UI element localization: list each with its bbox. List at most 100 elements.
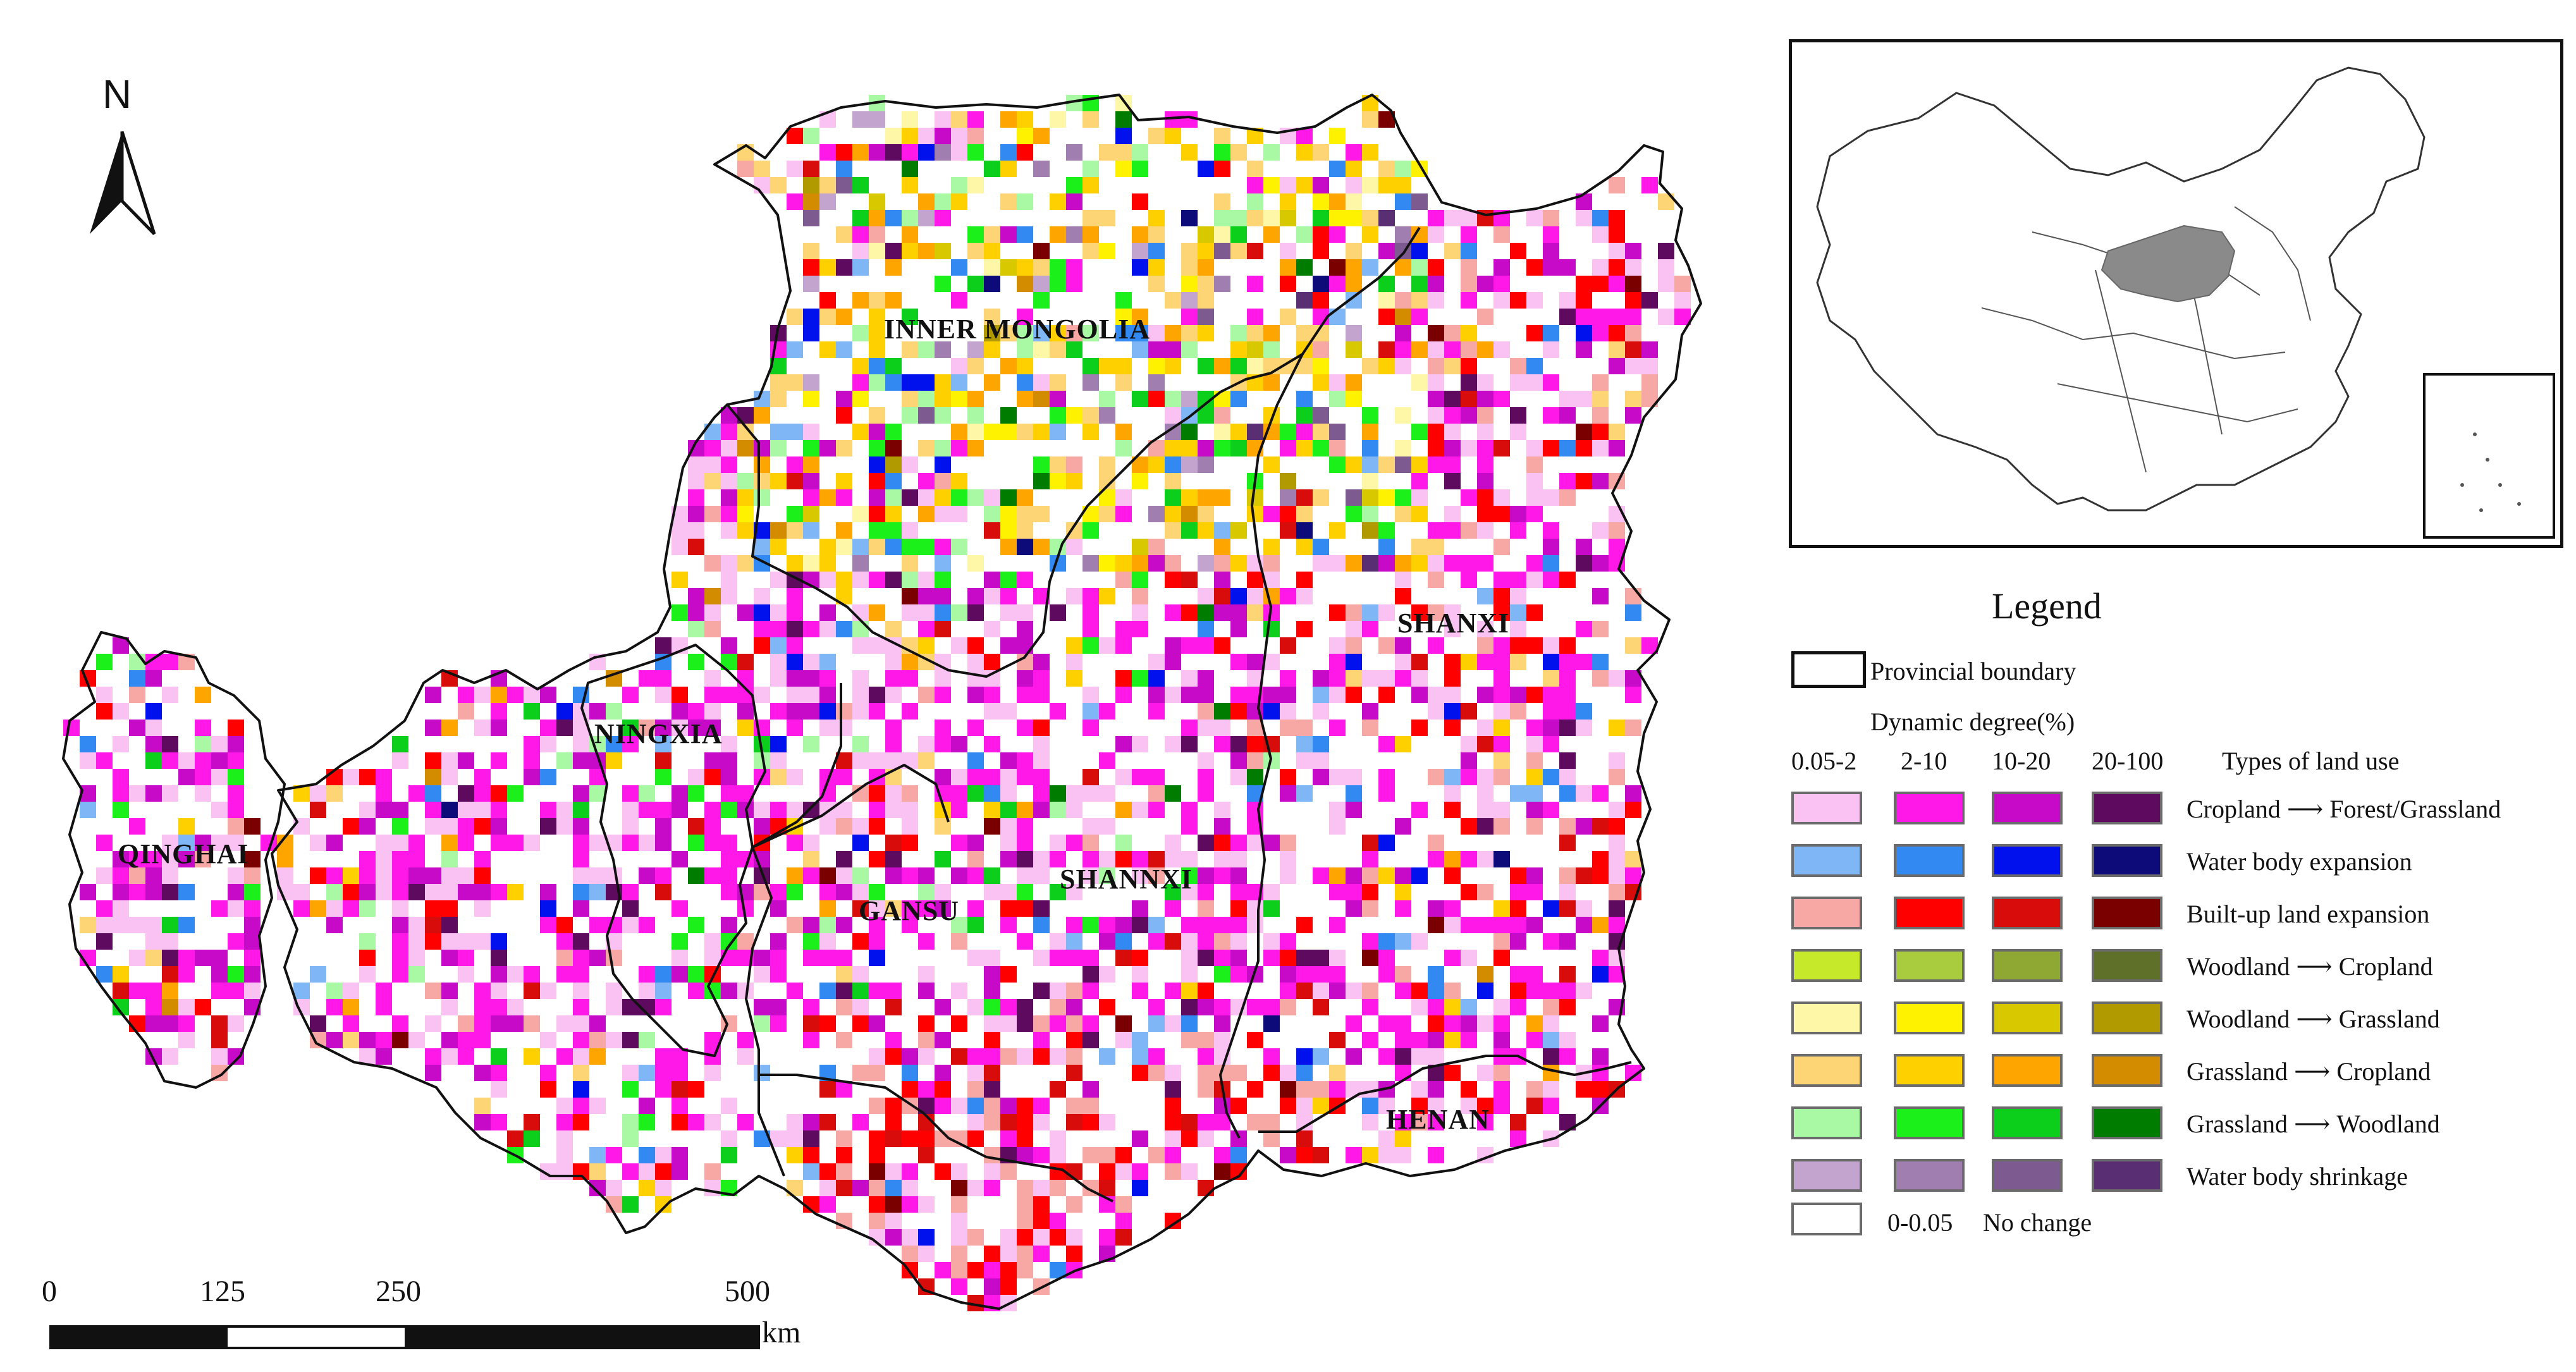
raster-cell xyxy=(1198,933,1214,950)
raster-cell xyxy=(1000,851,1017,867)
raster-cell xyxy=(902,670,918,687)
raster-cell xyxy=(1411,473,1428,489)
raster-cell xyxy=(935,1081,951,1098)
raster-cell xyxy=(491,703,507,720)
raster-cell xyxy=(1444,1065,1461,1081)
raster-cell xyxy=(1181,1015,1198,1032)
woodland-to-cropland-to: Cropland xyxy=(2338,952,2433,981)
raster-cell xyxy=(1641,292,1658,309)
raster-cell xyxy=(902,1065,918,1081)
raster-cell xyxy=(951,1098,967,1114)
raster-cell xyxy=(935,489,951,506)
raster-cell xyxy=(96,917,113,933)
raster-cell xyxy=(836,769,852,785)
raster-cell xyxy=(1493,489,1510,506)
raster-cell xyxy=(918,588,935,604)
raster-cell xyxy=(1625,325,1641,341)
raster-cell xyxy=(1313,177,1329,193)
raster-cell xyxy=(869,358,885,374)
raster-cell xyxy=(556,966,573,983)
raster-cell xyxy=(1576,654,1592,670)
raster-cell xyxy=(984,736,1000,752)
raster-cell xyxy=(869,1147,885,1163)
raster-cell xyxy=(310,835,326,851)
raster-cell xyxy=(392,1015,408,1032)
raster-cell xyxy=(1033,276,1050,292)
raster-cell xyxy=(869,506,885,522)
raster-cell xyxy=(1066,1048,1083,1065)
raster-cell xyxy=(1115,637,1132,654)
raster-cell xyxy=(162,884,178,900)
raster-cell xyxy=(1263,1114,1280,1130)
raster-cell xyxy=(113,802,129,818)
raster-cell xyxy=(967,1065,984,1081)
raster-cell xyxy=(1132,670,1148,687)
raster-cell xyxy=(1559,440,1576,456)
raster-cell xyxy=(754,161,770,177)
raster-cell xyxy=(688,456,704,473)
raster-cell xyxy=(1296,572,1313,588)
grassland-to-woodland-swatch-2 xyxy=(1992,1106,2063,1139)
raster-cell xyxy=(787,1147,803,1163)
raster-cell xyxy=(195,950,211,966)
raster-cell xyxy=(902,309,918,325)
raster-cell xyxy=(1543,1048,1559,1065)
raster-cell xyxy=(935,1098,951,1114)
raster-cell xyxy=(1280,720,1296,736)
raster-cell xyxy=(803,391,819,407)
raster-cell xyxy=(1083,111,1099,128)
raster-cell xyxy=(1576,785,1592,802)
raster-cell xyxy=(672,933,688,950)
raster-cell xyxy=(1050,703,1066,720)
raster-cell xyxy=(1083,374,1099,391)
raster-cell xyxy=(1543,720,1559,736)
raster-cell xyxy=(1148,1015,1165,1032)
raster-cell xyxy=(754,818,770,835)
raster-cell xyxy=(1411,720,1428,736)
raster-cell xyxy=(1313,374,1329,391)
raster-cell xyxy=(1510,966,1526,983)
raster-cell xyxy=(507,1015,524,1032)
raster-cell xyxy=(1609,243,1625,259)
raster-cell xyxy=(162,851,178,867)
raster-cell xyxy=(244,917,261,933)
raster-cell xyxy=(1428,259,1444,276)
raster-cell xyxy=(967,1130,984,1147)
raster-cell xyxy=(885,144,902,161)
raster-cell xyxy=(1444,210,1461,226)
raster-cell xyxy=(770,999,787,1015)
raster-cell xyxy=(787,588,803,604)
raster-cell xyxy=(326,835,343,851)
raster-cell xyxy=(1083,818,1099,835)
raster-cell xyxy=(1395,884,1411,900)
raster-cell xyxy=(1428,555,1444,572)
raster-cell xyxy=(984,1015,1000,1032)
raster-cell xyxy=(967,1081,984,1098)
raster-cell xyxy=(1444,917,1461,933)
raster-cell xyxy=(1477,440,1493,456)
raster-cell xyxy=(1526,506,1543,522)
raster-cell xyxy=(1165,900,1181,917)
raster-cell xyxy=(1543,1081,1559,1098)
raster-cell xyxy=(1559,966,1576,983)
raster-cell xyxy=(902,604,918,621)
raster-cell xyxy=(737,473,754,489)
raster-cell xyxy=(1247,424,1263,440)
raster-cell xyxy=(1461,1015,1477,1032)
raster-cell xyxy=(918,539,935,555)
grassland-to-woodland-swatch-3 xyxy=(2092,1106,2162,1139)
raster-cell xyxy=(803,621,819,637)
raster-cell xyxy=(688,473,704,489)
raster-cell xyxy=(688,720,704,736)
raster-cell xyxy=(935,572,951,588)
raster-cell xyxy=(1313,769,1329,785)
raster-cell xyxy=(589,1163,606,1180)
raster-cell xyxy=(1148,555,1165,572)
raster-cell xyxy=(1526,884,1543,900)
raster-cell xyxy=(1576,555,1592,572)
raster-cell xyxy=(1658,309,1674,325)
raster-cell xyxy=(1181,243,1198,259)
raster-cell xyxy=(1198,243,1214,259)
raster-cell xyxy=(1395,736,1411,752)
raster-cell xyxy=(178,851,195,867)
